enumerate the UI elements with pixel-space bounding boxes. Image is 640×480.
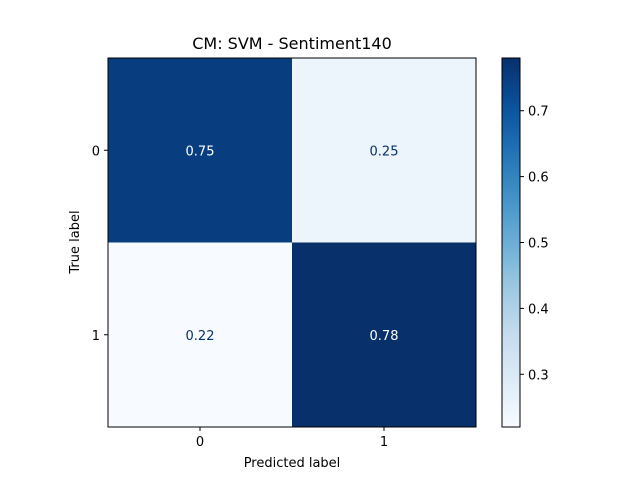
heatmap-cell [292, 58, 476, 243]
colorbar-tick-label: 0.5 [528, 237, 549, 252]
x-tick-label: 1 [380, 435, 388, 450]
y-tick-label: 0 [92, 144, 100, 159]
colorbar-tick-label: 0.4 [528, 302, 549, 317]
chart-title: CM: SVM - Sentiment140 [192, 34, 392, 53]
cell-value-label: 0.22 [186, 329, 215, 344]
cell-value-label: 0.25 [370, 144, 399, 159]
x-tick-label: 0 [196, 435, 204, 450]
colorbar-axis: 0.3 0.4 0.5 0.6 0.7 [520, 105, 549, 383]
y-tick-label: 1 [92, 329, 100, 344]
cell-value-label: 0.78 [370, 329, 399, 344]
y-axis: 01 [92, 144, 108, 344]
x-axis-label: Predicted label [244, 456, 341, 471]
heatmap-cell [108, 242, 292, 427]
colorbar [501, 57, 521, 428]
y-axis-label: True label [68, 210, 83, 274]
heatmap-cell [108, 58, 292, 243]
heatmap-cells: 0.75 0.25 0.22 0.78 [108, 58, 476, 427]
colorbar-tick-label: 0.3 [528, 368, 549, 383]
colorbar-tick-label: 0.7 [528, 105, 549, 120]
heatmap-cell [292, 242, 476, 427]
plot-frame [107, 57, 477, 428]
cell-value-label: 0.75 [186, 144, 215, 159]
colorbar-tick-label: 0.6 [528, 171, 549, 186]
